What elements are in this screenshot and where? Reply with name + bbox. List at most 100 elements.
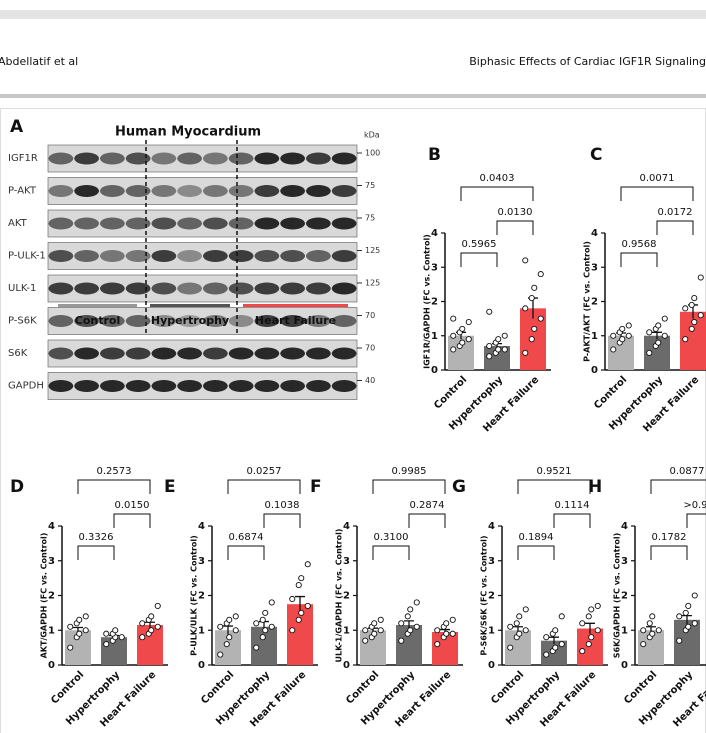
- x-tick-label: Control: [49, 669, 86, 706]
- data-point: [362, 637, 369, 644]
- data-point: [495, 336, 502, 343]
- blot-band: [74, 250, 99, 262]
- p-value: 0.0403: [480, 173, 515, 184]
- data-point: [443, 620, 450, 627]
- blot-strip: [47, 339, 358, 368]
- blot-band: [100, 217, 125, 230]
- blot-band: [203, 315, 228, 327]
- y-axis-label: P-S6K/S6K (FC vs. Control): [480, 535, 489, 655]
- p-value: 0.1038: [265, 500, 300, 511]
- p-value: 0.5965: [462, 239, 497, 250]
- data-point: [516, 613, 523, 620]
- blot-band: [228, 347, 254, 360]
- data-point: [649, 630, 656, 637]
- data-point: [371, 630, 378, 637]
- data-point: [148, 627, 155, 634]
- blot-band: [177, 315, 202, 327]
- y-tick-label: 3: [431, 262, 438, 273]
- data-point: [226, 634, 233, 641]
- data-point: [398, 637, 405, 644]
- blot-row-label: AKT: [8, 218, 28, 229]
- group-label: Heart Failure: [255, 314, 336, 327]
- blot-band: [48, 347, 74, 360]
- x-tick-label: Control: [344, 669, 381, 706]
- blot-band: [306, 380, 331, 392]
- blot-band: [228, 217, 254, 230]
- data-point: [118, 634, 125, 641]
- blot-band: [254, 282, 280, 295]
- blot-row-label: P-S6K: [8, 316, 37, 327]
- data-point: [685, 623, 692, 630]
- significance-bracket: [686, 513, 706, 528]
- blot-band: [280, 185, 305, 197]
- blot-band: [48, 282, 74, 295]
- significance-bracket: [263, 513, 301, 528]
- p-value: 0.9985: [392, 466, 427, 477]
- data-point: [139, 634, 146, 641]
- blot-band: [151, 185, 177, 197]
- data-point: [610, 346, 617, 353]
- blot-band: [306, 152, 331, 165]
- data-point: [362, 627, 369, 634]
- data-point: [223, 641, 230, 648]
- blot-band: [48, 152, 74, 165]
- blot-band: [228, 380, 254, 392]
- blot-row-label: S6K: [8, 348, 28, 359]
- data-point: [295, 616, 302, 623]
- data-point: [682, 609, 689, 616]
- data-point: [588, 634, 595, 641]
- blot-band: [254, 217, 280, 230]
- y-tick-label: 1: [488, 625, 495, 636]
- p-value: 0.0071: [640, 173, 675, 184]
- kda-label: 70: [365, 344, 375, 353]
- data-point: [449, 616, 456, 623]
- blot-band: [228, 152, 254, 165]
- data-point: [232, 627, 239, 634]
- kda-label: 40: [365, 376, 375, 385]
- p-value: 0.0130: [498, 207, 533, 218]
- blot-band: [254, 185, 280, 197]
- p-value: 0.3326: [79, 532, 114, 543]
- data-point: [579, 620, 586, 627]
- data-point: [588, 606, 595, 613]
- data-point: [103, 630, 110, 637]
- data-point: [640, 627, 647, 634]
- blot-band: [74, 380, 99, 392]
- data-point: [513, 620, 520, 627]
- y-tick-label: 1: [48, 625, 55, 636]
- data-point: [516, 630, 523, 637]
- data-point: [398, 620, 405, 627]
- data-point: [253, 620, 260, 627]
- blot-band: [151, 315, 177, 327]
- data-point: [139, 620, 146, 627]
- blot-band: [228, 315, 254, 327]
- data-point: [543, 634, 550, 641]
- data-point: [552, 627, 559, 634]
- blot-band: [125, 217, 151, 230]
- blot: IGF1R 100 P-AKT 75 AKT 75 P-ULK-1 125 ULK-1 125 P-…: [8, 140, 380, 400]
- x-tick-label: Control: [432, 374, 469, 411]
- blot-unit: kDa: [364, 131, 380, 140]
- x-tick-label: Control: [622, 669, 659, 706]
- data-point: [646, 329, 653, 336]
- blot-band: [280, 315, 305, 327]
- data-point: [377, 616, 384, 623]
- blot-row-label: P-ULK-1: [8, 251, 46, 262]
- blot-band: [74, 152, 99, 165]
- x-tick-label: Control: [199, 669, 236, 706]
- blot-band: [203, 185, 228, 197]
- data-point: [691, 295, 698, 302]
- header-rule: [0, 94, 706, 98]
- data-point: [646, 620, 653, 627]
- blot-band: [203, 250, 228, 262]
- data-point: [459, 339, 466, 346]
- blot-band: [74, 347, 99, 360]
- data-point: [528, 336, 535, 343]
- data-point: [543, 651, 550, 658]
- header-title: Biphasic Effects of Cardiac IGF1R Signal…: [469, 55, 706, 68]
- blot-band: [125, 152, 151, 165]
- panel-letter: A: [10, 117, 24, 137]
- blot-band: [331, 380, 357, 392]
